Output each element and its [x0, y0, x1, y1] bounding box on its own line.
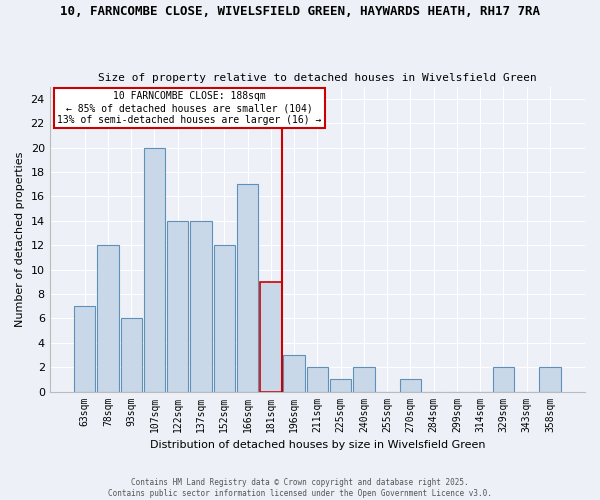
Bar	[214, 245, 235, 392]
Text: 10 FARNCOMBE CLOSE: 188sqm
← 85% of detached houses are smaller (104)
13% of sem: 10 FARNCOMBE CLOSE: 188sqm ← 85% of deta…	[57, 92, 322, 124]
Bar	[97, 245, 119, 392]
Title: Size of property relative to detached houses in Wivelsfield Green: Size of property relative to detached ho…	[98, 73, 537, 83]
Bar	[121, 318, 142, 392]
Bar	[190, 221, 212, 392]
Bar	[260, 282, 281, 392]
Text: Contains HM Land Registry data © Crown copyright and database right 2025.
Contai: Contains HM Land Registry data © Crown c…	[108, 478, 492, 498]
Bar	[493, 367, 514, 392]
Bar	[353, 367, 374, 392]
X-axis label: Distribution of detached houses by size in Wivelsfield Green: Distribution of detached houses by size …	[149, 440, 485, 450]
Bar	[144, 148, 165, 392]
Bar	[330, 380, 351, 392]
Y-axis label: Number of detached properties: Number of detached properties	[15, 152, 25, 326]
Bar	[74, 306, 95, 392]
Bar	[307, 367, 328, 392]
Bar	[167, 221, 188, 392]
Bar	[283, 355, 305, 392]
Bar	[237, 184, 258, 392]
Text: 10, FARNCOMBE CLOSE, WIVELSFIELD GREEN, HAYWARDS HEATH, RH17 7RA: 10, FARNCOMBE CLOSE, WIVELSFIELD GREEN, …	[60, 5, 540, 18]
Bar	[400, 380, 421, 392]
Bar	[539, 367, 560, 392]
